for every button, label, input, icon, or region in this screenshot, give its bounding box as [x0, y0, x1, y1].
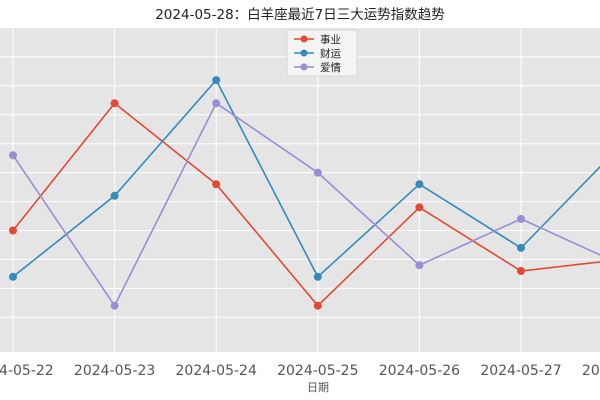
series-points [9, 76, 525, 310]
data-point-0-5 [517, 267, 525, 275]
legend-label: 财运 [320, 47, 341, 60]
x-tick-label: 2024-05-26 [379, 363, 460, 379]
legend-label: 事业 [320, 33, 341, 46]
data-point-2-2 [212, 99, 221, 108]
data-point-0-3 [313, 301, 322, 310]
data-point-1-2 [212, 76, 221, 85]
x-tick-label: 2024-05-23 [74, 363, 155, 379]
data-point-2-4 [415, 261, 424, 270]
data-point-1-3 [313, 272, 322, 281]
data-point-2-5 [517, 214, 525, 223]
legend-swatch-marker [300, 49, 308, 57]
data-point-1-4 [415, 180, 424, 189]
x-tick-label: 2024-05-24 [176, 363, 257, 379]
legend-swatch-marker [300, 63, 308, 71]
plot-background [0, 28, 600, 352]
data-point-1-1 [110, 191, 119, 200]
data-point-2-0 [9, 151, 17, 160]
x-tick-label: 2024-05-25 [277, 363, 358, 379]
x-tick-label: 2024-05-27 [480, 363, 561, 379]
legend-swatch-marker [300, 35, 308, 43]
data-point-0-1 [110, 99, 119, 108]
chart-title: 2024-05-28：白羊座最近7日三大运势指数趋势 [155, 7, 445, 23]
x-tick-label: 2024-05-22 [0, 363, 54, 379]
x-axis-ticks: 2024-05-22 2024-05-23 2024-05-24 2024-05-25… [0, 363, 600, 379]
data-point-1-5 [517, 243, 525, 252]
legend-label: 爱情 [320, 61, 341, 74]
data-point-2-3 [313, 168, 322, 177]
gridlines [0, 28, 600, 352]
data-point-1-0 [9, 272, 17, 281]
x-tick-label: 2024-05-28 [582, 363, 600, 379]
data-point-2-1 [110, 301, 119, 310]
data-point-0-0 [9, 226, 17, 235]
data-point-0-4 [415, 203, 424, 212]
x-axis-label: 日期 [307, 381, 329, 394]
data-point-0-2 [212, 180, 221, 189]
